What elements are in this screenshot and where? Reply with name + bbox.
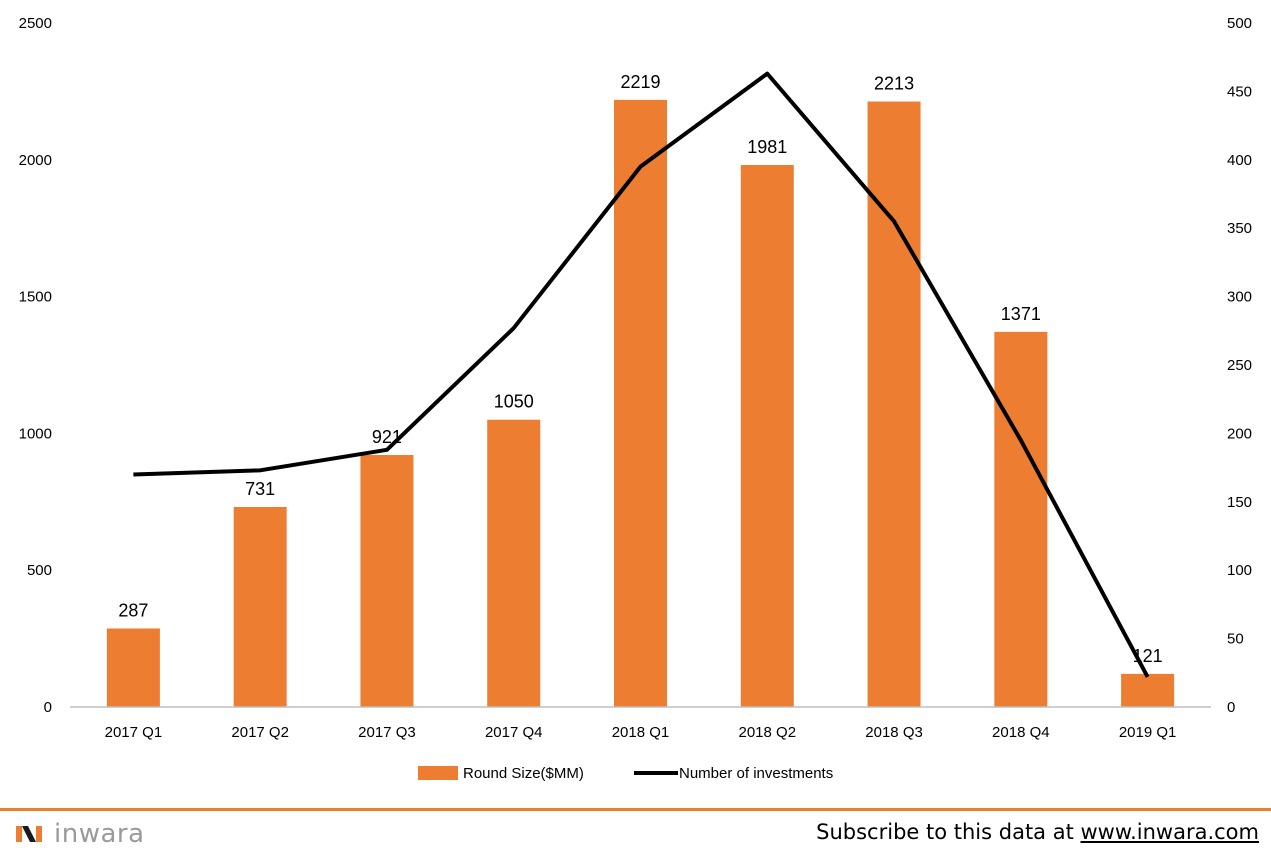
y-left-tick-label-3: 1500	[19, 289, 52, 306]
y-right-tick-label-8: 400	[1227, 152, 1252, 169]
bar-8	[1121, 673, 1175, 707]
x-tick-label-4: 2018 Q1	[612, 724, 670, 741]
y-left-tick-label-4: 2000	[19, 152, 52, 169]
legend-label-bar: Round Size($MM)	[463, 765, 584, 782]
bar-5	[740, 164, 794, 707]
y-right-tick-label-3: 150	[1227, 494, 1252, 511]
x-tick-label-8: 2019 Q1	[1119, 724, 1177, 741]
y-right-tick-label-10: 500	[1227, 15, 1252, 32]
y-right-tick-label-1: 50	[1227, 631, 1244, 648]
line-series	[133, 71, 1150, 678]
bar-1	[233, 506, 287, 707]
bar-series	[106, 99, 1175, 708]
subscribe-prefix: Subscribe to this data at	[816, 820, 1081, 844]
bar-6	[867, 101, 921, 708]
legend-swatch-bar	[418, 766, 458, 780]
bar-data-label-0: 287	[118, 600, 148, 620]
bar-data-label-7: 1371	[1001, 304, 1041, 324]
y-right-tick-label-2: 100	[1227, 562, 1252, 579]
y-right-tick-label-6: 300	[1227, 289, 1252, 306]
y-right-tick-label-0: 0	[1227, 699, 1235, 716]
legend: Round Size($MM) Number of investments	[418, 765, 833, 782]
x-tick-label-0: 2017 Q1	[105, 724, 163, 741]
bar-data-label-4: 2219	[620, 72, 660, 92]
y-left-tick-label-0: 0	[44, 699, 52, 716]
x-tick-label-7: 2018 Q4	[992, 724, 1050, 741]
bar-data-label-6: 2213	[874, 74, 914, 94]
y-left-tick-label-5: 2500	[19, 15, 52, 32]
x-tick-label-5: 2018 Q2	[739, 724, 797, 741]
x-tick-label-3: 2017 Q4	[485, 724, 543, 741]
inwara-logo[interactable]: inwara	[16, 818, 145, 850]
bar-0	[106, 628, 160, 707]
legend-label-line: Number of investments	[679, 765, 833, 782]
inwara-link[interactable]: www.inwara.com	[1080, 820, 1260, 844]
y-left-tick-label-2: 1000	[19, 425, 52, 442]
bar-3	[487, 419, 541, 707]
bar-data-label-3: 1050	[494, 392, 534, 412]
bar-4	[614, 99, 667, 708]
footer-divider	[0, 808, 1271, 811]
y-left-tick-label-1: 500	[27, 562, 52, 579]
y-right-tick-label-4: 200	[1227, 425, 1252, 442]
y-right-tick-label-5: 250	[1227, 357, 1252, 374]
x-tick-label-2: 2017 Q3	[358, 724, 416, 741]
inwara-logo-icon	[16, 823, 46, 845]
y-right-tick-label-9: 450	[1227, 83, 1252, 100]
logo-text: inwara	[54, 819, 145, 849]
bar-data-label-5: 1981	[747, 137, 787, 157]
bar-7	[994, 331, 1048, 707]
x-axis: 2017 Q1 2017 Q2 2017 Q3 2017 Q4 2018 Q1 2018 …	[70, 706, 1211, 741]
y-right-tick-label-7: 350	[1227, 220, 1252, 237]
y-axis-left: 0 500 1000 1500 2000 2500	[19, 15, 52, 716]
x-tick-label-1: 2017 Q2	[231, 724, 289, 741]
subscribe-text: Subscribe to this data at www.inwara.com	[816, 820, 1259, 844]
y-axis-right: 0 50 100 150 200 250 300 350 400 450 500	[1227, 15, 1252, 716]
x-tick-label-6: 2018 Q3	[865, 724, 923, 741]
bar-data-label-1: 731	[245, 479, 275, 499]
bar-2	[360, 455, 414, 707]
